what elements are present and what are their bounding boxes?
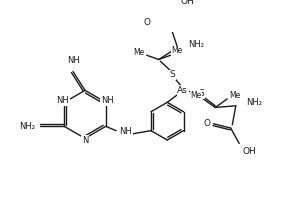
Text: NH: NH <box>67 56 79 65</box>
Text: NH: NH <box>120 127 132 136</box>
Text: NH: NH <box>56 96 69 105</box>
Text: NH₂: NH₂ <box>246 98 262 107</box>
Text: S: S <box>198 89 204 98</box>
Text: Me: Me <box>190 91 202 100</box>
Text: S: S <box>170 70 175 80</box>
Text: Me: Me <box>133 48 144 57</box>
Text: NH: NH <box>101 96 114 105</box>
Text: OH: OH <box>181 0 195 6</box>
Text: Me: Me <box>171 46 183 56</box>
Text: OH: OH <box>243 147 256 156</box>
Text: NH₂: NH₂ <box>188 40 204 49</box>
Text: N: N <box>82 136 88 144</box>
Text: O: O <box>143 18 150 27</box>
Text: As: As <box>177 86 188 95</box>
Text: NH₂: NH₂ <box>19 122 35 131</box>
Text: Me: Me <box>229 91 240 100</box>
Text: O: O <box>203 119 210 128</box>
